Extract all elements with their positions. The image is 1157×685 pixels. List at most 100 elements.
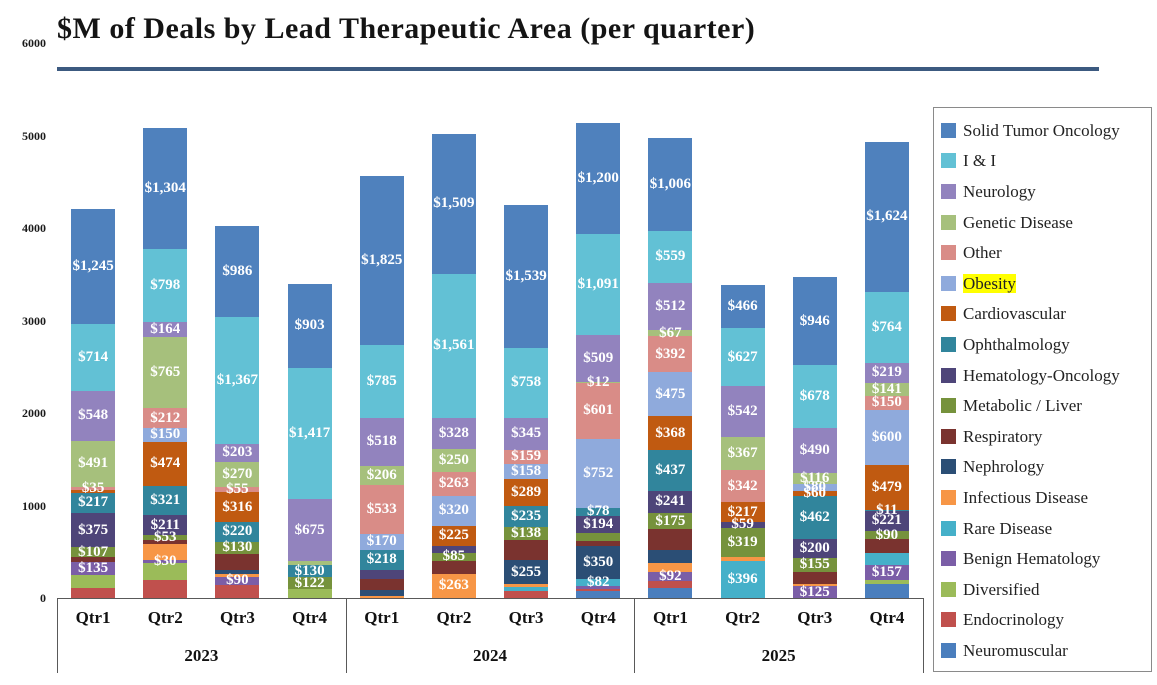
y-tick-label: 4000 — [22, 221, 46, 235]
segment-value-label: $1,624 — [866, 208, 908, 225]
segment-sto: $466 — [720, 285, 765, 329]
segment-other: $150 — [864, 394, 909, 411]
bar-2024-qtr4: $1,200 $1,091 $509 $12 $601 $752 $78 $194 $350 $8… — [576, 123, 621, 598]
segment-value-label: $125 — [799, 583, 830, 600]
segment-value-label: $82 — [587, 574, 610, 591]
segment-value-label: $90 — [226, 572, 249, 589]
segment-infect — [215, 573, 260, 577]
segment-hemonc — [359, 569, 404, 579]
segment-metabolic: $138 — [504, 526, 549, 541]
segment-value-label: $392 — [655, 345, 686, 362]
segment-value-label: $263 — [438, 577, 469, 594]
quarter-label-2025-qtr1: Qtr1 — [652, 608, 688, 627]
segment-metabolic: $122 — [287, 575, 332, 590]
segment-value-label: $107 — [78, 543, 109, 560]
segment-obesity: $158 — [504, 464, 549, 479]
bar-2025-qtr4: $1,624 $764 $219 $141 $150 $600 $479 $11 $221 $90… — [864, 141, 909, 598]
legend-item-rare: Rare Disease — [941, 513, 1151, 544]
segment-value-label: $1,091 — [577, 276, 619, 293]
legend-swatch-obesity — [941, 275, 956, 291]
segment-genetic: $250 — [431, 448, 476, 472]
segment-genetic: $67 — [648, 325, 693, 340]
segment-value-label: $321 — [150, 491, 181, 508]
segment-genetic: $206 — [359, 465, 404, 485]
bar-2023-qtr2: $1,304 $798 $164 $765 $212 $150 $474 $321 $211 $5… — [143, 127, 188, 598]
segment-other: $392 — [648, 336, 693, 373]
segment-value-label: $491 — [78, 455, 109, 472]
segment-value-label: $157 — [871, 564, 902, 581]
segment-neuro: $542 — [720, 386, 765, 437]
segment-value-label: $542 — [727, 402, 758, 419]
y-tick-label: 2000 — [22, 406, 46, 420]
segment-value-label: $320 — [438, 502, 469, 519]
segment-value-label: $150 — [871, 394, 902, 411]
legend-item-nephro: Nephrology — [941, 452, 1151, 483]
legend-item-neuro: Neurology — [941, 176, 1151, 207]
segment-value-label: $946 — [799, 312, 830, 329]
legend-label-ophthal: Ophthalmology — [963, 334, 1070, 354]
legend-label-metabolic: Metabolic / Liver — [963, 396, 1082, 416]
segment-benign: $135 — [71, 561, 116, 576]
segment-infect: $263 — [431, 573, 476, 598]
segment-ii: $559 — [648, 230, 693, 283]
segment-cardio — [71, 489, 116, 493]
segment-value-label: $12 — [587, 374, 610, 391]
segment-rare — [864, 553, 909, 566]
segment-value-label: $53 — [154, 528, 177, 545]
legend-label-genetic: Genetic Disease — [963, 212, 1073, 232]
legend-label-resp: Respiratory — [963, 426, 1043, 446]
segment-neuro: $328 — [431, 418, 476, 449]
segment-neuromusc — [576, 591, 621, 598]
segment-ii: $764 — [864, 292, 909, 363]
segment-resp — [359, 578, 404, 590]
segment-genetic: $765 — [143, 337, 188, 409]
segment-value-label: $270 — [222, 466, 253, 483]
segment-metabolic — [576, 533, 621, 541]
bar-2025-qtr3: $946 $678 $490 $116 $80 $60 $462 $200 $155 $125 — [792, 277, 837, 600]
legend-swatch-neuro — [941, 183, 956, 199]
segment-value-label: $1,200 — [577, 170, 619, 187]
segment-hemonc: $221 — [864, 510, 909, 532]
segment-value-label: $92 — [659, 568, 682, 585]
segment-value-label: $1,561 — [433, 337, 475, 354]
segment-value-label: $1,304 — [144, 179, 186, 196]
segment-cardio: $474 — [143, 441, 188, 486]
segment-nephro — [648, 549, 693, 563]
segment-cardio: $225 — [431, 525, 476, 547]
segment-ii: $627 — [720, 328, 765, 387]
segment-value-label: $1,539 — [505, 267, 547, 284]
segment-resp — [648, 529, 693, 550]
segment-value-label: $150 — [150, 426, 181, 443]
segment-genetic: $116 — [792, 470, 837, 485]
segment-value-label: $203 — [222, 444, 253, 461]
segment-ii: $785 — [359, 345, 404, 418]
bar-2024-qtr1: $1,825 $785 $518 $206 $533 $170 $218 — [359, 176, 404, 598]
segment-benign: $125 — [792, 583, 837, 600]
legend-swatch-infect — [941, 489, 956, 505]
legend-label-other: Other — [963, 243, 1002, 263]
segment-value-label: $367 — [727, 445, 758, 462]
group-separator — [345, 598, 347, 673]
segment-value-label: $217 — [78, 494, 109, 511]
bar-2024-qtr2: $1,509 $1,561 $328 $250 $263 $320 $225 $85 $263 — [431, 134, 476, 598]
segment-endo — [215, 584, 260, 598]
segment-hemonc: $194 — [576, 515, 621, 534]
segment-value-label: $678 — [799, 387, 830, 404]
segment-metabolic: $107 — [71, 543, 116, 560]
segment-value-label: $368 — [655, 424, 686, 441]
segment-endo — [143, 580, 188, 598]
segment-infect — [504, 584, 549, 588]
segment-value-label: $475 — [655, 385, 686, 402]
legend-swatch-hemonc — [941, 367, 956, 383]
segment-nephro: $255 — [504, 560, 549, 585]
quarter-label-2024-qtr2: Qtr2 — [436, 608, 472, 627]
segment-obesity: $170 — [359, 534, 404, 550]
segment-other: $212 — [143, 408, 188, 428]
segment-sto: $1,509 — [431, 134, 476, 274]
segment-cardio: $479 — [864, 465, 909, 510]
segment-value-label: $437 — [655, 462, 686, 479]
segment-ii: $1,367 — [215, 317, 260, 444]
segment-neuro: $345 — [504, 417, 549, 450]
segment-neuro: $203 — [215, 443, 260, 463]
segment-infect — [720, 557, 765, 562]
